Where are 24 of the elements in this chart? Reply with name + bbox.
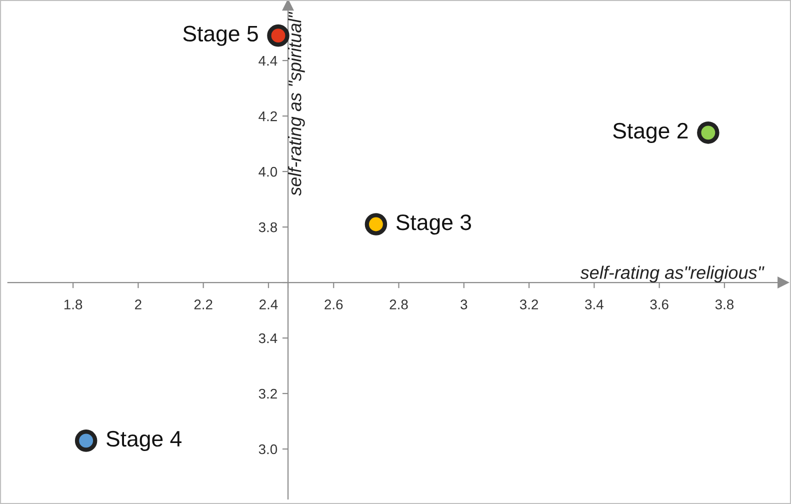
y-axis-title: self-rating as "spiritual" [288, 12, 305, 196]
x-tick-label: 3 [460, 300, 468, 310]
x-tick-label: 2 [135, 300, 142, 310]
y-tick-label: 4.0 [258, 166, 278, 177]
y-tick-label: 3.4 [258, 333, 278, 344]
y-tick-label: 3.8 [258, 222, 277, 232]
x-tick-label: 3.6 [650, 300, 668, 310]
annotation: Stage 2 [613, 122, 688, 144]
x-axis-title: self-rating as"religious" [580, 266, 764, 283]
y-tick-label: 3.2 [258, 388, 277, 399]
x-tick-label: 3.4 [585, 300, 604, 310]
x-tick-label: 1.8 [64, 300, 82, 310]
x-tick-label: 3.2 [520, 300, 538, 310]
y-tick-label: 4.2 [258, 111, 277, 122]
annotation: Stage 5 [183, 26, 258, 46]
y-tick-label: 4.4 [258, 56, 278, 66]
x-tick-label: 2.4 [260, 300, 278, 310]
x-tick-label: 2.8 [390, 300, 408, 310]
x-tick-label: 2.2 [194, 300, 212, 310]
annotation: Stage 3 [396, 214, 472, 235]
annotation: Stage 4 [106, 430, 182, 452]
x-tick-label: 2.6 [324, 300, 343, 310]
x-tick-label: 3.8 [715, 300, 734, 310]
y-tick-label: 3.0 [258, 444, 278, 454]
